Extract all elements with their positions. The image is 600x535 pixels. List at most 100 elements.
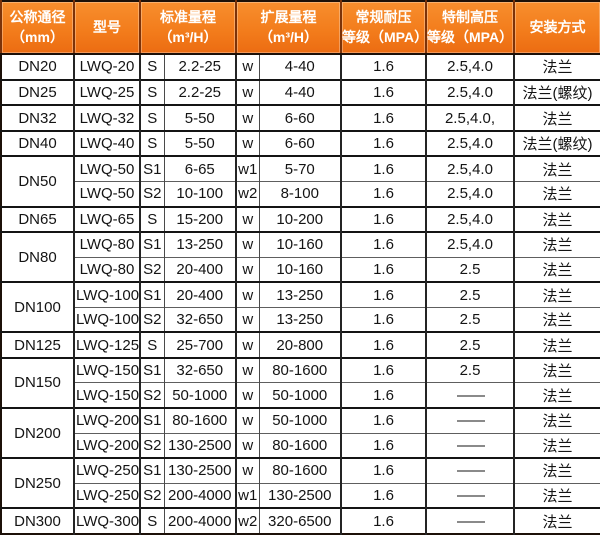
cell-std-code: S2 [140,482,165,509]
cell-special-pressure: 2.5 [426,331,515,358]
cell-special-pressure: 2.5,4.0 [426,129,515,157]
cell-ext-range: 320-6500 [259,507,342,534]
table-body: DN20 LWQ-20 S 2.2-25 w 4-40 1.6 2.5,4.0 … [1,53,600,534]
cell-ext-code: w2 [236,507,260,534]
cell-std-code: S2 [140,432,165,459]
cell-install: 法兰 [514,231,600,258]
header-text: 等级（MPA） [342,28,429,45]
cell-model: LWQ-65 [74,205,141,233]
cell-ext-range: 10-160 [259,231,342,258]
cell-ext-code: w [236,78,260,106]
cell-ext-code: w [236,306,260,333]
table-header: 公称通径 （mm） 型号 标准量程 （m³/H） 扩展量程 （m³/H） 常规耐… [0,1,600,55]
cell-special-pressure: 2.5,4.0 [426,231,515,258]
table-row: DN25 LWQ-25 S 2.2-25 w 4-40 1.6 2.5,4.0 … [1,78,600,106]
cell-ext-range: 80-1600 [259,457,342,484]
cell-regular-pressure: 1.6 [341,205,427,233]
cell-special-pressure: 2.5,4.0 [426,53,515,80]
table-row: LWQ-250 S2 200-4000 w1 130-2500 1.6 —— 法… [1,482,600,509]
cell-install: 法兰 [514,407,600,434]
cell-std-code: S2 [140,306,165,333]
cell-ext-range: 80-1600 [259,432,342,459]
cell-std-range: 200-4000 [164,482,237,509]
cell-regular-pressure: 1.6 [341,432,427,459]
cell-regular-pressure: 1.6 [341,129,427,157]
cell-std-code: S1 [140,155,165,182]
header-extended-range: 扩展量程 （m³/H） [235,1,342,55]
cell-install: 法兰 [514,507,600,534]
cell-std-range: 32-650 [164,306,237,333]
cell-ext-range: 50-1000 [259,382,342,409]
cell-model: LWQ-20 [74,53,141,80]
cell-special-pressure: 2.5,4.0, [426,104,515,131]
cell-model: LWQ-100 [74,281,141,308]
cell-model: LWQ-80 [74,231,141,258]
cell-regular-pressure: 1.6 [341,382,427,409]
table-row: DN50 LWQ-50 S1 6-65 w1 5-70 1.6 2.5,4.0 … [1,155,600,207]
cell-ext-range: 6-60 [259,104,342,131]
table-row: LWQ-100 S2 32-650 w 13-250 1.6 2.5 法兰 [1,306,600,333]
cell-std-code: S [140,78,165,106]
table-row: DN150 LWQ-150 S1 32-650 w 80-1600 1.6 2.… [1,356,600,409]
cell-model: LWQ-50 [74,155,141,182]
cell-special-pressure: 2.5,4.0 [426,155,515,182]
cell-special-pressure: —— [426,432,515,459]
table-row: DN40 LWQ-40 S 5-50 w 6-60 1.6 2.5,4.0 法兰… [1,129,600,157]
cell-ext-range: 130-2500 [259,482,342,509]
cell-regular-pressure: 1.6 [341,457,427,484]
header-text: 安装方式 [529,18,586,35]
cell-ext-code: w [236,407,260,434]
cell-ext-range: 50-1000 [259,407,342,434]
table-row: DN300 LWQ-300 S 200-4000 w2 320-6500 1.6… [1,507,600,534]
cell-std-code: S [140,507,165,534]
cell-ext-range: 80-1600 [259,356,342,383]
cell-regular-pressure: 1.6 [341,482,427,509]
cell-std-range: 130-2500 [164,432,237,459]
header-text: （mm） [11,28,64,45]
cell-ext-range: 8-100 [259,180,342,207]
header-text: 等级（MPA） [427,28,514,45]
table-row: LWQ-50 S2 10-100 w2 8-100 1.6 2.5,4.0 法兰 [1,180,600,207]
cell-regular-pressure: 1.6 [341,331,427,358]
cell-regular-pressure: 1.6 [341,306,427,333]
cell-model: LWQ-50 [74,180,141,207]
cell-model: LWQ-200 [74,432,141,459]
cell-dn: DN32 [1,104,75,131]
cell-ext-code: w [236,205,260,233]
cell-regular-pressure: 1.6 [341,356,427,383]
cell-install: 法兰(螺纹) [514,78,600,106]
cell-std-range: 32-650 [164,356,237,383]
cell-std-code: S2 [140,382,165,409]
cell-install: 法兰 [514,104,600,131]
cell-ext-range: 10-160 [259,256,342,283]
cell-ext-code: w [236,331,260,358]
header-text: 标准量程 [160,8,216,25]
cell-model: LWQ-150 [74,382,141,409]
cell-dn: DN300 [1,507,75,534]
cell-special-pressure: 2.5,4.0 [426,78,515,106]
cell-special-pressure: 2.5 [426,356,515,383]
table-row: DN20 LWQ-20 S 2.2-25 w 4-40 1.6 2.5,4.0 … [1,53,600,80]
cell-model: LWQ-32 [74,104,141,131]
cell-regular-pressure: 1.6 [341,407,427,434]
header-text: （m³/H） [158,28,218,45]
cell-install: 法兰 [514,356,600,383]
cell-std-code: S [140,104,165,131]
cell-ext-range: 4-40 [259,78,342,106]
cell-install: 法兰 [514,482,600,509]
header-text: 型号 [93,18,121,35]
cell-std-range: 20-400 [164,256,237,283]
header-text: 扩展量程 [260,8,317,25]
header-special-pressure: 特制高压 等级（MPA） [425,1,515,55]
cell-std-range: 50-1000 [164,382,237,409]
cell-ext-code: w1 [236,155,260,182]
cell-ext-range: 6-60 [259,129,342,157]
cell-ext-code: w [236,53,260,80]
cell-special-pressure: 2.5 [426,281,515,308]
table-row: LWQ-150 S2 50-1000 w 50-1000 1.6 —— 法兰 [1,382,600,409]
cell-special-pressure: —— [426,407,515,434]
cell-std-code: S [140,205,165,233]
cell-ext-code: w [236,104,260,131]
table-row: DN65 LWQ-65 S 15-200 w 10-200 1.6 2.5,4.… [1,205,600,233]
